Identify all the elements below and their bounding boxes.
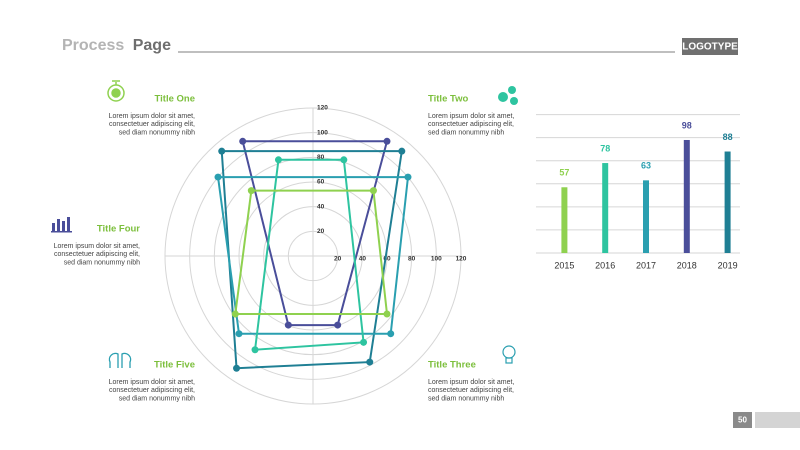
point <box>231 310 239 318</box>
icon-chart <box>51 217 72 233</box>
bar <box>561 187 568 253</box>
block-text: sed diam nonummy nibh <box>64 259 140 266</box>
point <box>218 147 226 155</box>
logo: LOGOTYPE <box>682 42 738 53</box>
title-dark: Page <box>133 37 171 54</box>
block-text: consectetuer adipiscing elit, <box>428 387 514 394</box>
page-title: Process Page <box>62 37 171 54</box>
value-label: 63 <box>641 161 651 171</box>
block-text: Lorem ipsum dolor sit amet, <box>109 379 195 386</box>
block-text: Lorem ipsum dolor sit amet, <box>428 379 514 386</box>
value-label: 57 <box>559 168 569 178</box>
block-text: Lorem ipsum dolor sit amet, <box>54 243 140 250</box>
block-text: consectetuer adipiscing elit, <box>428 121 514 128</box>
bar <box>643 180 649 253</box>
page-number-box <box>733 412 752 428</box>
y-tick-label: 80 <box>317 154 325 161</box>
footer-bar <box>755 412 800 428</box>
point <box>383 137 391 145</box>
x-tick-label: 120 <box>456 256 467 263</box>
block-text: consectetuer adipiscing elit, <box>109 121 195 128</box>
block-title: Title Five <box>154 360 195 371</box>
logo-box <box>682 38 738 55</box>
value-label: 78 <box>600 143 610 153</box>
y-tick-label: 60 <box>317 179 325 186</box>
x-tick-label: 2016 <box>595 260 615 270</box>
y-tick-label: 100 <box>317 129 328 136</box>
point <box>398 147 406 155</box>
x-tick-label: 60 <box>383 256 391 263</box>
x-tick-label: 2019 <box>718 260 738 270</box>
page-number: 50 <box>738 416 747 425</box>
block-text: sed diam nonummy nibh <box>428 129 504 136</box>
y-tick-label: 120 <box>317 105 328 112</box>
point <box>360 338 368 346</box>
x-tick-label: 80 <box>408 256 416 263</box>
icon-heads <box>108 352 132 368</box>
block-title: Title Three <box>428 360 476 371</box>
icon-stopwatch <box>107 80 125 102</box>
block-title: Title One <box>155 94 195 105</box>
x-tick-label: 20 <box>334 256 342 263</box>
point <box>383 310 391 318</box>
point <box>233 364 241 372</box>
title-light: Process <box>62 37 124 54</box>
block-text: sed diam nonummy nibh <box>119 395 195 402</box>
point <box>247 187 255 195</box>
point <box>366 358 374 366</box>
point <box>251 346 259 354</box>
x-tick-label: 2015 <box>554 260 574 270</box>
block-text: Lorem ipsum dolor sit amet, <box>109 113 195 120</box>
x-tick-label: 2017 <box>636 260 656 270</box>
block-title: Title Four <box>97 224 140 235</box>
point <box>284 321 292 329</box>
value-label: 98 <box>682 120 692 130</box>
y-tick-label: 20 <box>317 228 325 235</box>
point <box>369 187 377 195</box>
point <box>214 173 222 181</box>
bar <box>602 163 609 253</box>
icon-molecule <box>498 86 518 105</box>
block-text: consectetuer adipiscing elit, <box>109 387 195 394</box>
point <box>235 330 243 338</box>
block-title: Title Two <box>428 94 468 105</box>
point <box>239 137 247 145</box>
bar <box>724 151 731 253</box>
icon-bulb <box>502 345 516 364</box>
x-tick-label: 2018 <box>677 260 697 270</box>
point <box>387 330 395 338</box>
block-text: sed diam nonummy nibh <box>428 395 504 402</box>
value-label: 88 <box>723 132 733 142</box>
point <box>334 321 342 329</box>
block-text: sed diam nonummy nibh <box>119 129 195 136</box>
point <box>404 173 412 181</box>
point <box>274 156 282 164</box>
point <box>340 156 348 164</box>
bar <box>683 139 690 253</box>
x-tick-label: 40 <box>359 256 367 263</box>
x-tick-label: 100 <box>431 256 442 263</box>
block-text: consectetuer adipiscing elit, <box>54 251 140 258</box>
block-text: Lorem ipsum dolor sit amet, <box>428 113 514 120</box>
y-tick-label: 40 <box>317 203 325 210</box>
